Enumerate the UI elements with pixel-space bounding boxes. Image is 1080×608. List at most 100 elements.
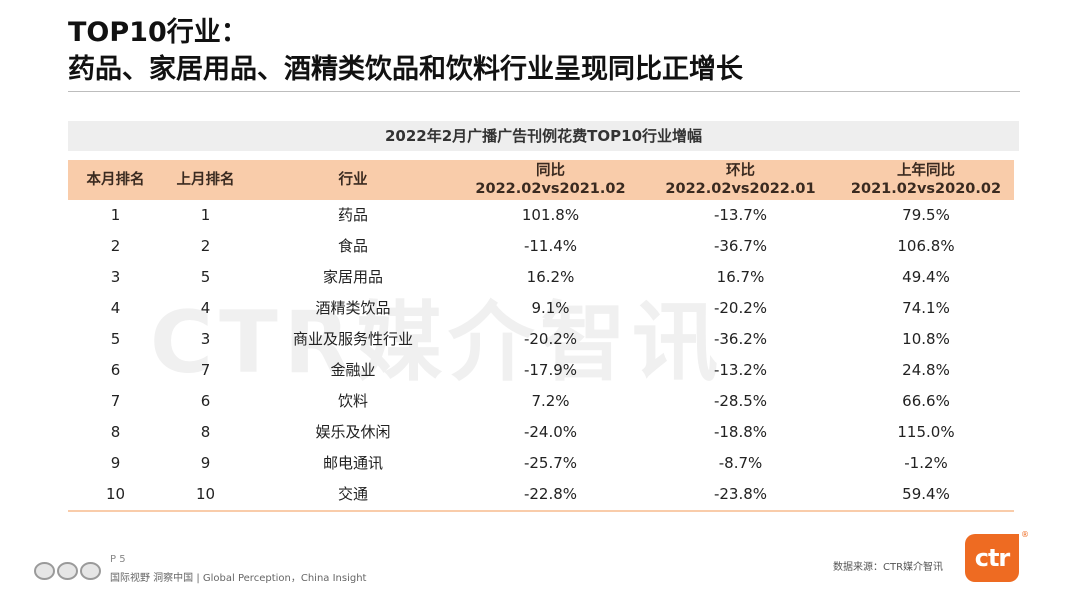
header-industry: 行业 [248, 160, 458, 200]
cell-yoy: 101.8% [521, 206, 580, 224]
cell-previous-rank: 10 [195, 485, 216, 503]
cell-last-year-yoy: 106.8% [897, 237, 955, 255]
cell-industry: 酒精类饮品 [315, 299, 391, 317]
cell-industry: 娱乐及休闲 [315, 423, 391, 441]
cell-last-year-yoy: 10.8% [902, 330, 950, 348]
header-line-1: 本月排名 [86, 172, 145, 188]
header-current-rank: 本月排名 [68, 160, 163, 200]
table-bottom-rule [68, 510, 1014, 512]
cell-current-rank: 6 [110, 361, 121, 379]
page-number: P 5 [110, 554, 126, 565]
cell-last-year-yoy: 66.6% [902, 392, 950, 410]
footer-slogan: 国际视野 洞察中国 | Global Perception，China Insi… [110, 573, 367, 584]
cell-last-year-yoy: 74.1% [902, 299, 950, 317]
cell-mom: -36.2% [713, 330, 768, 348]
cell-previous-rank: 5 [200, 268, 211, 286]
cell-last-year-yoy: 59.4% [902, 485, 950, 503]
header-line-1: 行业 [338, 172, 368, 188]
header-line-2: 2022.02vs2022.01 [665, 181, 816, 197]
header-previous-rank: 上月排名 [163, 160, 248, 200]
cell-mom: -23.8% [713, 485, 768, 503]
cell-industry: 食品 [337, 237, 368, 255]
table-row: 4 4 酒精类饮品 9.1% -20.2% 74.1% [68, 293, 1014, 324]
cell-last-year-yoy: -1.2% [904, 454, 948, 472]
cell-current-rank: 9 [110, 454, 121, 472]
cell-yoy: -11.4% [523, 237, 578, 255]
table-row: 9 9 邮电通讯 -25.7% -8.7% -1.2% [68, 448, 1014, 479]
cell-mom: -20.2% [713, 299, 768, 317]
cell-mom: 16.7% [716, 268, 765, 286]
header-yoy: 同比 2022.02vs2021.02 [458, 160, 643, 200]
slide-title: TOP10行业： 药品、家居用品、酒精类饮品和饮料行业呈现同比正增长 [68, 14, 1028, 88]
cell-industry: 邮电通讯 [322, 454, 383, 472]
table-header: 本月排名 上月排名 行业 同比 2022.02vs2021.02 环比 2022… [68, 160, 1014, 200]
logo-ring-icon [34, 562, 55, 580]
header-line-1: 环比 [726, 163, 755, 179]
cell-previous-rank: 3 [200, 330, 211, 348]
table-row: 7 6 饮料 7.2% -28.5% 66.6% [68, 386, 1014, 417]
header-last-year-yoy: 上年同比 2021.02vs2020.02 [838, 160, 1014, 200]
cell-mom: -8.7% [718, 454, 763, 472]
cell-yoy: -25.7% [523, 454, 578, 472]
slide-title-line-1: TOP10行业： [68, 17, 248, 48]
cell-last-year-yoy: 115.0% [897, 423, 955, 441]
cell-mom: -13.2% [713, 361, 768, 379]
cell-previous-rank: 7 [200, 361, 211, 379]
cell-previous-rank: 9 [200, 454, 211, 472]
table-row: 2 2 食品 -11.4% -36.7% 106.8% [68, 231, 1014, 262]
cell-industry: 商业及服务性行业 [292, 330, 413, 348]
cell-yoy: -17.9% [523, 361, 578, 379]
table-row: 10 10 交通 -22.8% -23.8% 59.4% [68, 479, 1014, 510]
cell-yoy: -20.2% [523, 330, 578, 348]
cell-previous-rank: 6 [200, 392, 211, 410]
table-row: 5 3 商业及服务性行业 -20.2% -36.2% 10.8% [68, 324, 1014, 355]
cell-yoy: 7.2% [531, 392, 570, 410]
cell-previous-rank: 2 [200, 237, 211, 255]
table-row: 1 1 药品 101.8% -13.7% 79.5% [68, 200, 1014, 231]
header-line-2: 2022.02vs2021.02 [475, 181, 626, 197]
logo-ring-icon [80, 562, 101, 580]
cell-current-rank: 8 [110, 423, 121, 441]
cell-previous-rank: 1 [200, 206, 211, 224]
cell-last-year-yoy: 24.8% [902, 361, 950, 379]
header-line-1: 上月排名 [176, 172, 235, 188]
logo-ring-icon [57, 562, 78, 580]
cell-current-rank: 3 [110, 268, 121, 286]
slogan-logo [34, 562, 104, 582]
table-row: 6 7 金融业 -17.9% -13.2% 24.8% [68, 355, 1014, 386]
cell-previous-rank: 4 [200, 299, 211, 317]
ctr-logo: ctr [965, 534, 1019, 582]
data-source: 数据来源：CTR媒介智讯 [833, 562, 944, 573]
watermark: CTR媒介智讯 [150, 293, 724, 393]
cell-current-rank: 5 [110, 330, 121, 348]
cell-yoy: 9.1% [531, 299, 570, 317]
cell-current-rank: 4 [110, 299, 121, 317]
table-row: 3 5 家居用品 16.2% 16.7% 49.4% [68, 262, 1014, 293]
cell-yoy: -22.8% [523, 485, 578, 503]
cell-last-year-yoy: 49.4% [902, 268, 950, 286]
header-line-1: 上年同比 [897, 163, 955, 179]
cell-current-rank: 7 [110, 392, 121, 410]
title-divider [68, 91, 1020, 92]
cell-industry: 饮料 [337, 392, 368, 410]
table-caption: 2022年2月广播广告刊例花费TOP10行业增幅 [68, 121, 1019, 151]
header-mom: 环比 2022.02vs2022.01 [643, 160, 838, 200]
cell-mom: -13.7% [713, 206, 768, 224]
cell-yoy: -24.0% [523, 423, 578, 441]
cell-current-rank: 2 [110, 237, 121, 255]
cell-yoy: 16.2% [526, 268, 575, 286]
cell-industry: 交通 [337, 485, 368, 503]
cell-previous-rank: 8 [200, 423, 211, 441]
slide-title-line-2: 药品、家居用品、酒精类饮品和饮料行业呈现同比正增长 [68, 54, 743, 85]
cell-current-rank: 1 [110, 206, 121, 224]
cell-last-year-yoy: 79.5% [902, 206, 950, 224]
table-body: 1 1 药品 101.8% -13.7% 79.5% 2 2 食品 -11.4% -36.7% 106… [68, 200, 1014, 510]
registered-mark: ® [1021, 530, 1029, 539]
cell-industry: 金融业 [330, 361, 376, 379]
cell-current-rank: 10 [105, 485, 126, 503]
cell-mom: -28.5% [713, 392, 768, 410]
cell-mom: -36.7% [713, 237, 768, 255]
header-line-2: 2021.02vs2020.02 [850, 181, 1002, 197]
cell-industry: 家居用品 [322, 268, 383, 286]
header-line-1: 同比 [536, 163, 565, 179]
